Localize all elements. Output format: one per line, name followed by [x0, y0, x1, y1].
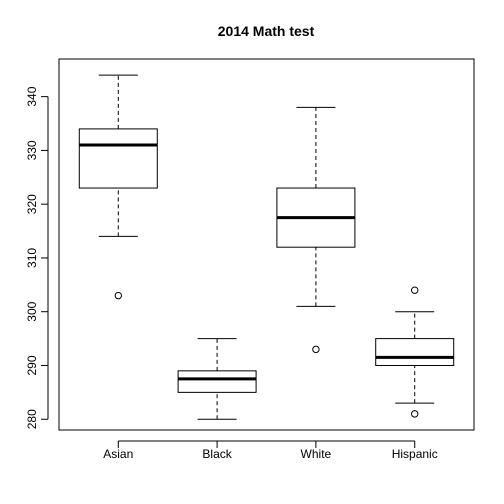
box-hispanic	[375, 286, 455, 418]
x-tick-label: Asian	[103, 447, 133, 461]
x-tick-label: Hispanic	[392, 447, 438, 461]
y-tick-label: 330	[25, 140, 39, 160]
y-tick-label: 340	[25, 86, 39, 106]
chart-title: 2014 Math test	[218, 23, 315, 39]
box-asian	[78, 74, 158, 300]
y-axis: 280 290 300 310 320 330 340	[25, 86, 49, 429]
y-tick-label: 280	[25, 409, 39, 429]
outlier-point	[411, 286, 419, 294]
x-tick-label: Black	[202, 447, 232, 461]
plot-frame	[58, 58, 475, 431]
y-tick-label: 300	[25, 301, 39, 321]
iqr-box	[78, 128, 158, 189]
iqr-box	[177, 370, 257, 393]
y-tick-label: 310	[25, 248, 39, 268]
outlier-point	[114, 291, 122, 300]
boxes-layer	[78, 74, 455, 420]
box-white	[276, 106, 356, 354]
x-axis: Asian Black White Hispanic	[103, 440, 438, 461]
iqr-box	[375, 338, 455, 366]
x-tick-label: White	[301, 447, 332, 461]
box-black	[177, 338, 257, 420]
outlier-point	[411, 410, 419, 418]
y-tick-label: 290	[25, 355, 39, 375]
y-tick-label: 320	[25, 194, 39, 214]
outlier-point	[312, 345, 320, 354]
